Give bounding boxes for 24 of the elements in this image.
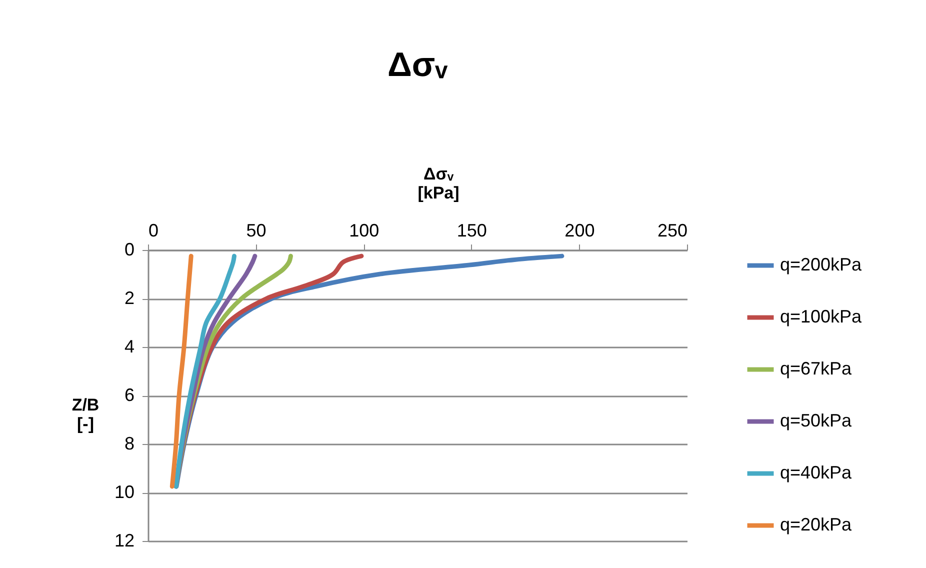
legend-label: q=40kPa	[780, 462, 853, 482]
x-tick-label: 250	[657, 220, 688, 240]
y-tick-label: 8	[124, 434, 134, 454]
x-axis-title: Δσᵥ [kPa]	[418, 164, 460, 202]
line-series	[174, 254, 236, 489]
y-axis-title: Z/B [-]	[72, 396, 100, 434]
y-tick-label: 12	[114, 530, 134, 550]
legend-label: q=200kPa	[780, 254, 863, 274]
y-tick-label: 0	[124, 240, 134, 260]
y-tick-label: 6	[124, 385, 134, 405]
x-tick-label: 50	[246, 220, 266, 240]
legend-label: q=100kPa	[780, 306, 863, 326]
x-tick-label: 100	[349, 220, 380, 240]
chart-title: Δσᵥ	[387, 46, 448, 84]
line-series	[170, 254, 194, 489]
x-tick-label: 0	[148, 220, 159, 240]
legend-label: q=50kPa	[780, 410, 853, 430]
x-tick-label: 200	[564, 220, 595, 240]
y-tick-label: 10	[114, 482, 134, 502]
legend-label: q=67kPa	[780, 358, 853, 378]
y-tick-label: 4	[124, 336, 134, 356]
y-tick-label: 2	[124, 288, 134, 308]
x-tick-label: 150	[456, 220, 487, 240]
legend-label: q=20kPa	[780, 514, 853, 534]
